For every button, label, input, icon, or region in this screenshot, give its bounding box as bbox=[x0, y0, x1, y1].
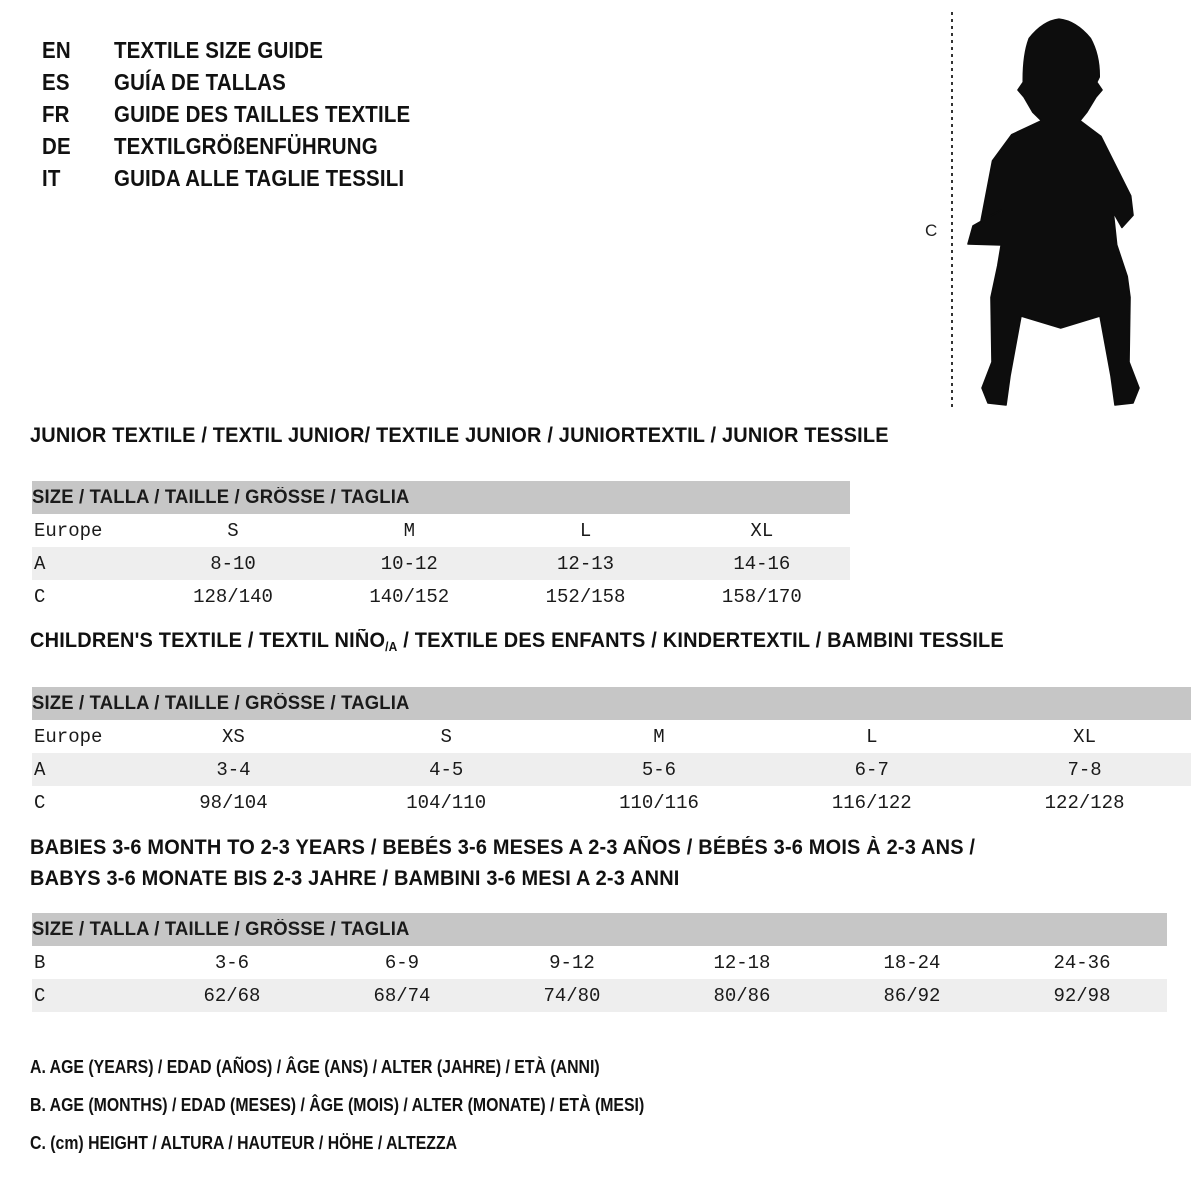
svg-text:C: C bbox=[925, 221, 937, 240]
